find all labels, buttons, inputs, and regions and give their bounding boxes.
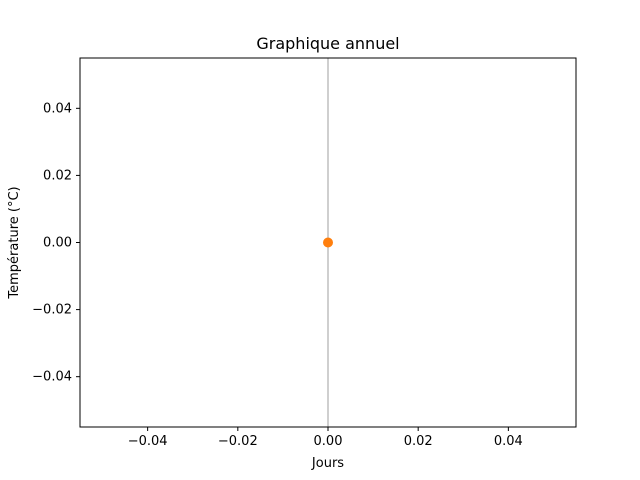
x-axis-label: Jours (311, 456, 344, 471)
x-tick-label: 0.00 (314, 434, 343, 449)
x-tick-label: −0.04 (128, 434, 168, 449)
y-tick-label: 0.04 (43, 101, 72, 116)
data-point (323, 237, 333, 248)
x-tick-label: −0.02 (218, 434, 258, 449)
plot-content (323, 58, 333, 427)
y-tick-label: 0.00 (43, 236, 72, 251)
x-tick-label: 0.02 (404, 434, 433, 449)
y-tick-label: −0.04 (32, 370, 72, 385)
x-tick-label: 0.04 (494, 434, 523, 449)
y-tick-label: 0.02 (43, 168, 72, 183)
y-axis-ticks: −0.04 −0.02 0.00 0.02 0.04 (32, 101, 80, 385)
y-axis-label: Température (°C) (7, 186, 22, 299)
chart-title: Graphique annuel (256, 34, 399, 53)
x-axis-ticks: −0.04 −0.02 0.00 0.02 0.04 (128, 427, 523, 449)
y-tick-label: −0.02 (32, 303, 72, 318)
